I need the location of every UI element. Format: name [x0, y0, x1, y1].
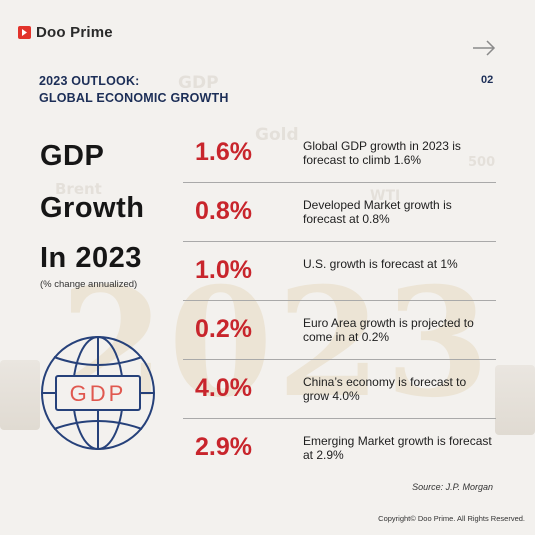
forecast-table: 1.6% Global GDP growth in 2023 is foreca…	[183, 124, 496, 477]
table-row: 1.0% U.S. growth is forecast at 1%	[183, 242, 496, 301]
title-line-1: GDP	[40, 140, 105, 172]
table-row: 2.9% Emerging Market growth is forecast …	[183, 419, 496, 477]
title-subtitle: (% change annualized)	[40, 279, 138, 290]
source-note: Source: J.P. Morgan	[412, 482, 493, 492]
title-line-2: Growth	[40, 192, 145, 224]
bg-word-gold: Gold	[255, 125, 299, 145]
heading-line-1: 2023 OUTLOOK:	[39, 74, 140, 88]
row-value: 1.0%	[195, 256, 252, 284]
heading-line-2: GLOBAL ECONOMIC GROWTH	[39, 91, 229, 105]
row-description: Emerging Market growth is forecast at 2.…	[303, 434, 492, 462]
row-description: China’s economy is forecast to grow 4.0%	[303, 375, 467, 403]
title-line-3: In 2023	[40, 242, 142, 274]
brand-logo: Doo Prime	[18, 24, 113, 41]
row-description: Euro Area growth is projected to come in…	[303, 316, 474, 344]
row-value: 0.2%	[195, 315, 252, 343]
bg-coin-stack-left	[0, 360, 40, 430]
gdp-globe-icon: GDP	[41, 336, 155, 450]
section-heading: 2023 OUTLOOK: GLOBAL ECONOMIC GROWTH	[39, 73, 229, 107]
row-value: 0.8%	[195, 197, 252, 225]
row-value: 4.0%	[195, 374, 252, 402]
page-number: 02	[481, 74, 494, 86]
row-value: 1.6%	[195, 138, 252, 166]
table-row: 0.8% Developed Market growth is forecast…	[183, 183, 496, 242]
row-description: Global GDP growth in 2023 is forecast to…	[303, 139, 461, 167]
globe-label: GDP	[70, 381, 127, 406]
bg-word-gdp: GDP	[178, 73, 219, 93]
row-description: Developed Market growth is forecast at 0…	[303, 198, 452, 226]
table-row: 0.2% Euro Area growth is projected to co…	[183, 301, 496, 360]
table-row: 4.0% China’s economy is forecast to grow…	[183, 360, 496, 419]
next-arrow-icon[interactable]	[472, 40, 496, 56]
row-value: 2.9%	[195, 433, 252, 461]
bg-word-brent: Brent	[55, 180, 102, 198]
logo-mark-icon	[18, 26, 31, 39]
table-row: 1.6% Global GDP growth in 2023 is foreca…	[183, 124, 496, 183]
bg-coin-stack-right	[495, 365, 535, 435]
brand-name: Doo Prime	[36, 24, 113, 41]
copyright-footer: Copyright© Doo Prime. All Rights Reserve…	[378, 514, 525, 523]
bg-word-500: 500	[468, 155, 496, 170]
bg-word-wti: WTI	[370, 188, 401, 204]
row-description: U.S. growth is forecast at 1%	[303, 257, 458, 271]
